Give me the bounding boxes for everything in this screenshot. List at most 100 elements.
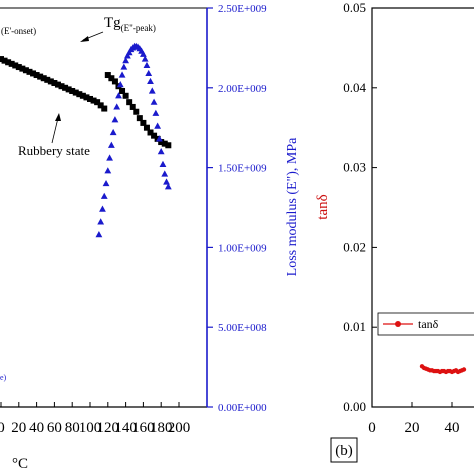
tg-peak-main: Tg <box>104 15 121 31</box>
loss-modulus-point <box>116 81 124 88</box>
loss-modulus-point <box>147 77 154 85</box>
loss-modulus-point <box>113 103 121 110</box>
storage-modulus-point <box>15 64 22 71</box>
storage-modulus-point <box>111 78 118 85</box>
loss-modulus-tick-label: 1.50E+009 <box>218 163 267 175</box>
loss-modulus-point <box>152 109 160 116</box>
storage-modulus-point <box>94 99 101 106</box>
storage-modulus-point <box>37 73 44 80</box>
rubbery-state-arrow <box>51 117 59 144</box>
panel-b-y-tick-label: 0.05 <box>343 0 366 15</box>
tan-delta-axis-label: tanδ <box>315 194 331 219</box>
panel-a-x-tick-label: 180 <box>150 420 173 436</box>
storage-modulus-point <box>165 142 172 149</box>
loss-modulus-tick-label: 2.00E+009 <box>218 83 267 95</box>
panel-a-x-tick-label: 80 <box>65 420 80 436</box>
loss-modulus-point <box>140 50 147 57</box>
loss-modulus-point <box>145 69 153 77</box>
panel-a-x-tick-label: 40 <box>29 420 44 436</box>
loss-modulus-point <box>100 192 108 199</box>
panel-b-y-tick-label: 0.01 <box>343 319 366 334</box>
storage-modulus-point <box>97 102 104 109</box>
rubbery-state-label: Rubbery state <box>18 143 90 158</box>
panel-b: 0 20 40 0.00 0.01 0.02 0.03 0.04 0.05 tanδ tanδ… <box>315 0 474 463</box>
storage-modulus-point <box>122 92 129 99</box>
rubbery-state-arrowhead <box>55 113 61 121</box>
loss-modulus-point <box>163 178 170 185</box>
panel-b-y-tick-label: 0.02 <box>343 239 366 254</box>
panel-b-y-tick-label: 0.03 <box>343 160 366 175</box>
loss-modulus-axis-label: Loss modulus (E"), MPa <box>285 137 300 277</box>
storage-modulus-point <box>65 86 72 93</box>
loss-modulus-point <box>148 87 156 94</box>
storage-modulus-point <box>1 57 8 64</box>
storage-modulus-point <box>8 60 15 67</box>
storage-modulus-point <box>161 140 168 147</box>
storage-modulus-point <box>119 87 126 94</box>
storage-modulus-point <box>58 83 65 90</box>
storage-modulus-point <box>83 94 90 101</box>
storage-modulus-point <box>54 81 61 88</box>
storage-modulus-point <box>47 78 54 85</box>
tg-peak-arrowhead <box>80 36 89 42</box>
storage-modulus-point <box>90 97 97 104</box>
loss-modulus-point <box>107 141 115 148</box>
storage-modulus-point <box>87 95 93 102</box>
loss-modulus-point <box>118 71 126 78</box>
storage-modulus-point <box>143 124 150 131</box>
storage-modulus-point <box>26 68 33 75</box>
storage-modulus-point <box>136 115 143 122</box>
panel-b-x-ticks: 0 20 40 <box>368 402 460 436</box>
loss-modulus-point <box>115 92 122 99</box>
bottom-annotation-fragment: e) <box>0 373 7 382</box>
loss-modulus-point <box>97 218 105 225</box>
loss-modulus-point <box>111 116 119 123</box>
panel-a-x-tick-label: 100 <box>79 420 102 436</box>
loss-modulus-point <box>164 183 172 190</box>
loss-modulus-tick-label: 2.50E+009 <box>218 3 267 15</box>
loss-modulus-point <box>120 63 128 70</box>
loss-modulus-point <box>104 167 112 174</box>
panel-a-x-tick-label: 120 <box>97 420 120 436</box>
storage-modulus-point <box>101 105 108 112</box>
storage-modulus-point <box>12 62 19 69</box>
panel-a-x-tick-label: 20 <box>11 420 26 436</box>
tg-onset-label: (E'-onset) <box>1 26 36 36</box>
loss-modulus-tick-label: 1.00E+009 <box>218 242 267 254</box>
storage-modulus-point <box>108 75 115 82</box>
storage-modulus-point <box>151 132 158 139</box>
storage-modulus-point <box>140 119 147 126</box>
loss-modulus-ticks: 0.00E+000 5.00E+008 1.00E+009 1.50E+009 2.00… <box>207 3 267 414</box>
storage-modulus-point <box>129 103 136 110</box>
loss-modulus-point <box>161 170 169 177</box>
loss-modulus-point <box>150 98 158 105</box>
storage-modulus-point <box>147 129 154 136</box>
storage-modulus-point <box>44 76 51 83</box>
legend-box <box>377 312 474 336</box>
loss-modulus-point <box>102 179 110 187</box>
panel-b-x-tick-label: 20 <box>405 420 420 436</box>
storage-modulus-point <box>76 91 83 98</box>
loss-modulus-point <box>154 122 162 129</box>
loss-modulus-point <box>125 49 133 56</box>
storage-modulus-point <box>22 67 29 74</box>
loss-modulus-point <box>141 55 149 62</box>
panel-a-x-tick-label: 0 <box>0 420 5 436</box>
storage-modulus-point <box>69 87 76 94</box>
storage-modulus-point <box>40 75 47 82</box>
loss-modulus-point <box>106 154 113 161</box>
panel-a-x-tick-label: 60 <box>47 420 62 436</box>
tg-peak-subscript: (E"-peak) <box>121 23 156 33</box>
panel-b-x-tick-label: 40 <box>445 420 460 436</box>
legend: tanδ <box>377 312 474 336</box>
tan-delta-series <box>419 364 467 375</box>
panel-a-x-tick-label: 200 <box>168 420 191 436</box>
loss-modulus-series <box>95 42 172 238</box>
panel-b-x-tick-label: 0 <box>368 420 376 436</box>
storage-modulus-point <box>158 139 165 146</box>
panel-a-x-tick-label: 140 <box>114 420 137 436</box>
storage-modulus-point <box>126 99 133 106</box>
